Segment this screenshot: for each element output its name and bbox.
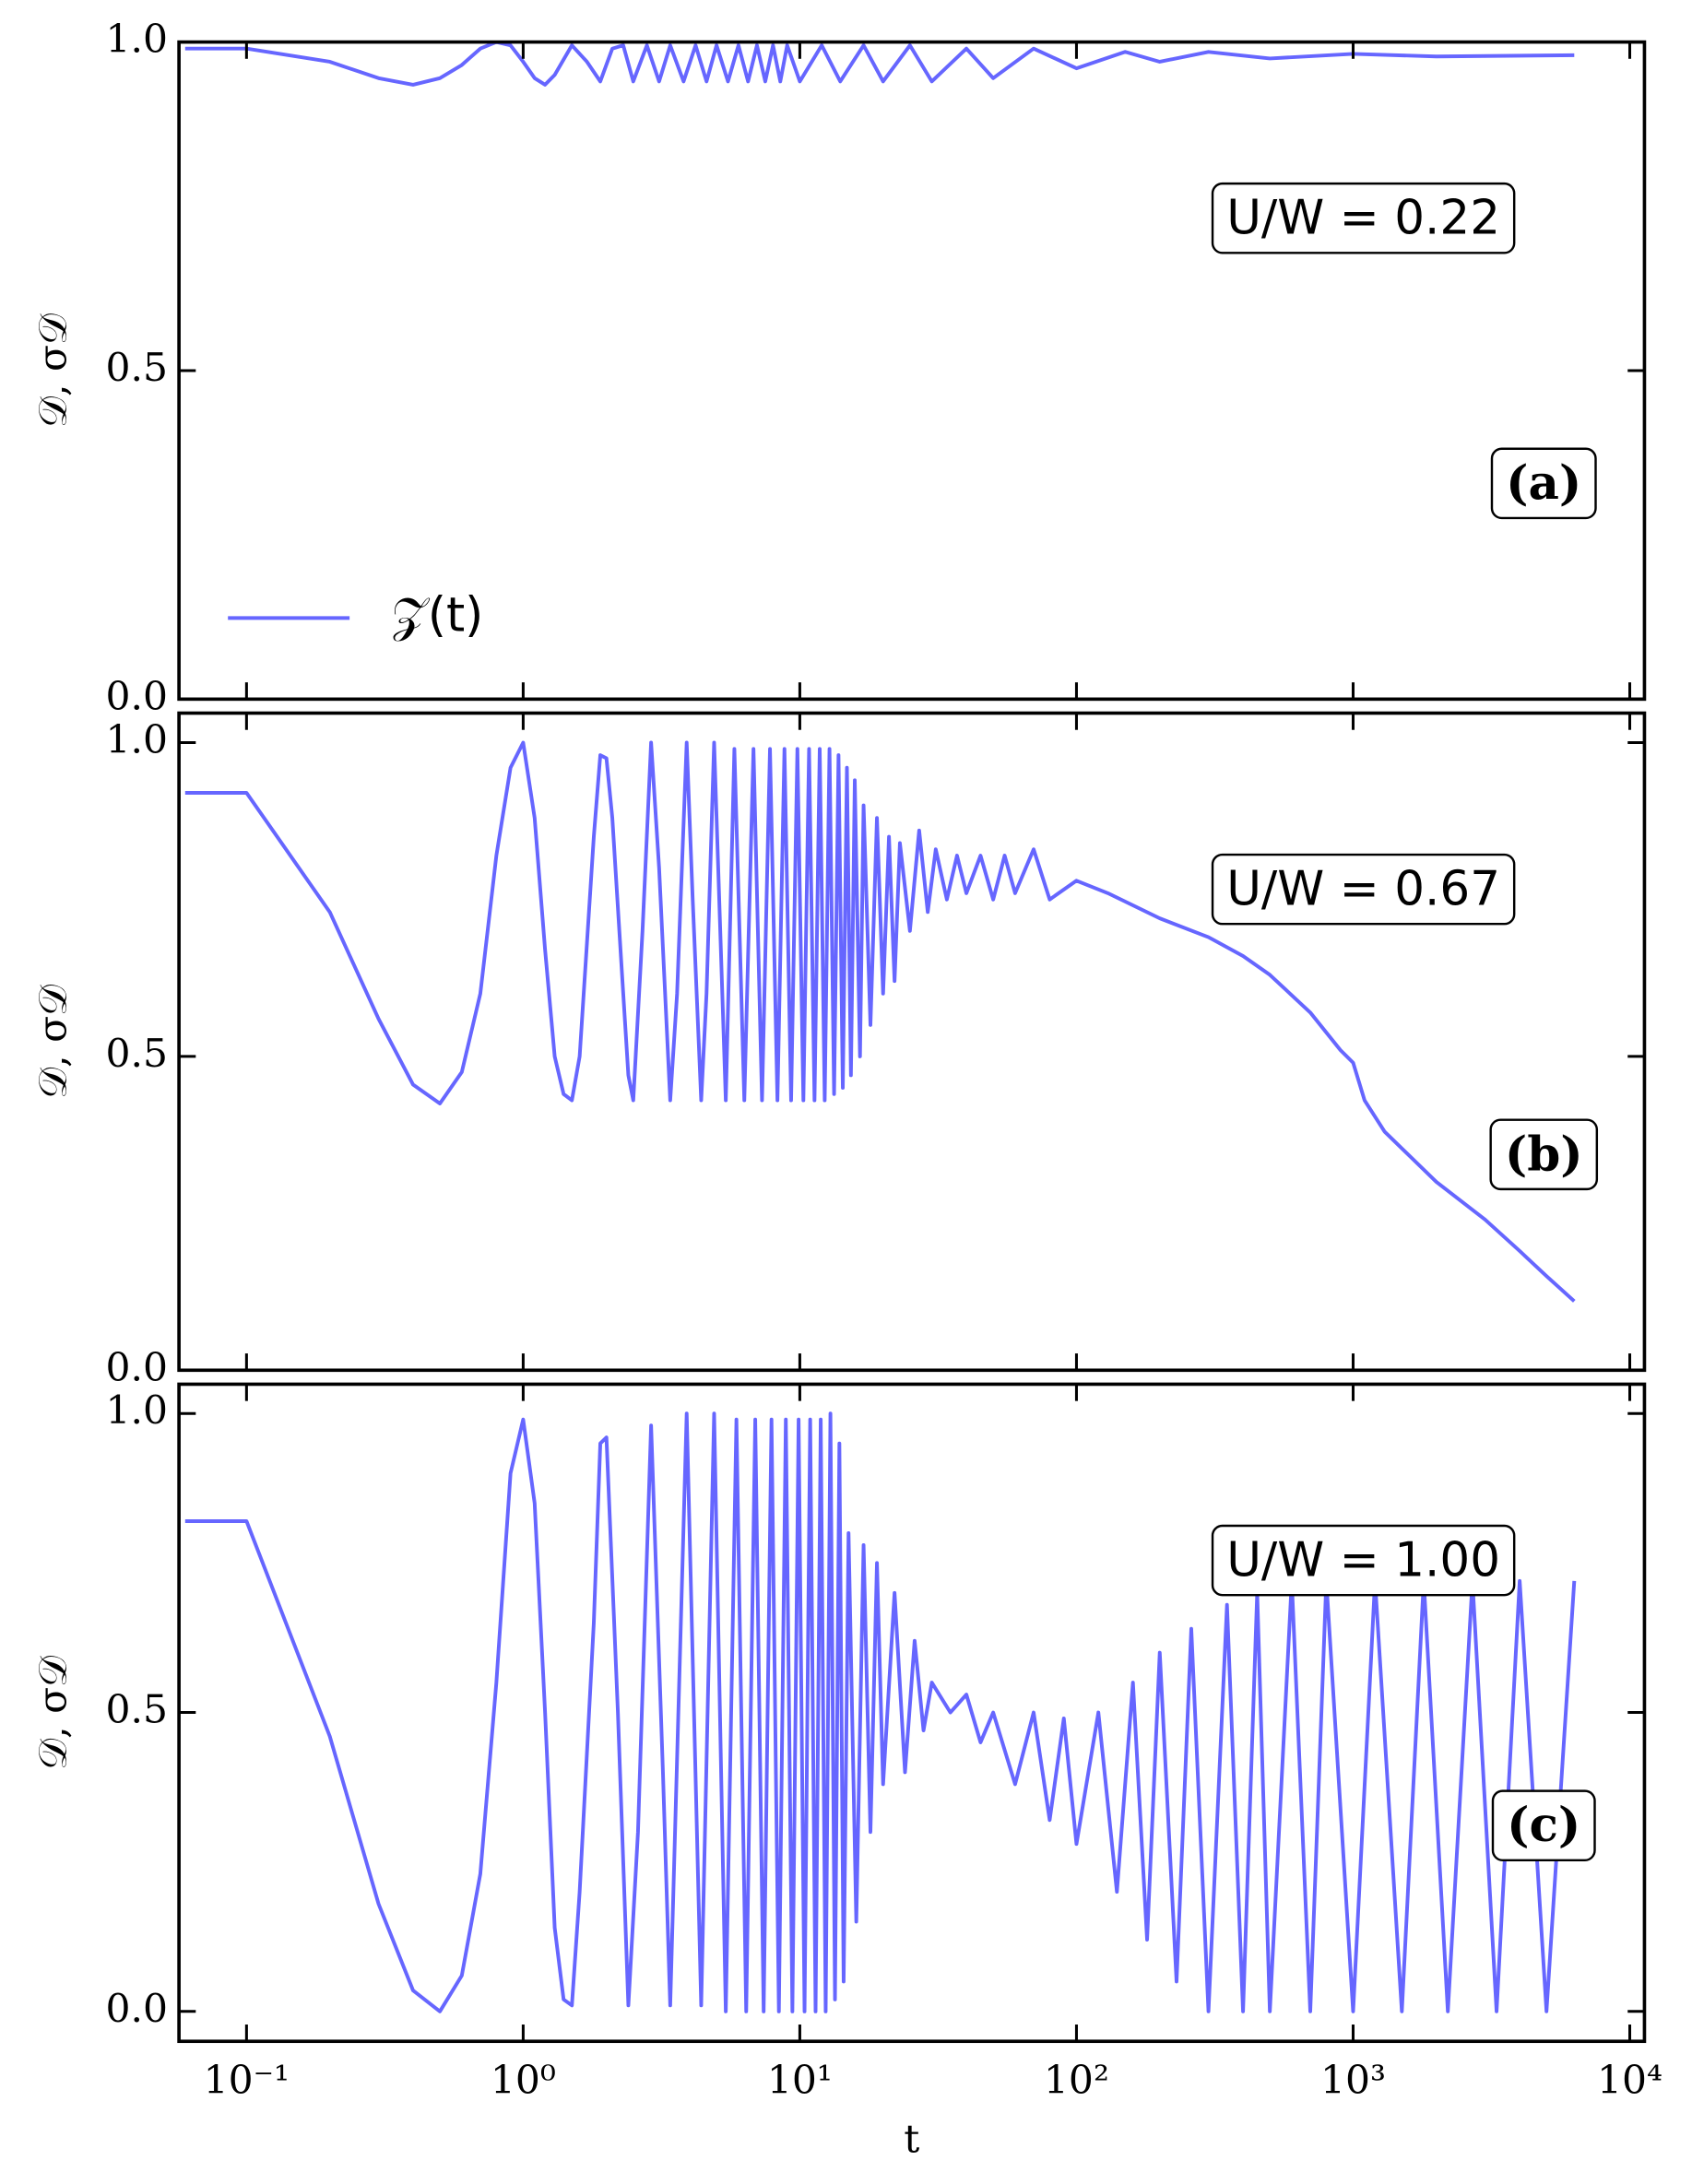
y-tick-label: 0.5 xyxy=(105,346,168,391)
y-tick-label: 1.0 xyxy=(105,1388,168,1434)
x-tick-label: 10¹ xyxy=(767,2059,833,2104)
y-tick-label: 0.5 xyxy=(105,1032,168,1077)
y-tick-label: 1.0 xyxy=(105,718,168,763)
annotation: U/W = 1.00 xyxy=(1226,1533,1500,1588)
y-tick-label: 0.0 xyxy=(105,674,168,719)
y-tick-label: 1.0 xyxy=(105,18,168,63)
annotation-box xyxy=(1211,1524,1516,1597)
data-line xyxy=(184,1411,1577,2013)
y-axis-label: 𝒟, σ𝒟 xyxy=(31,1656,77,1770)
panel: 0.0 0.5 1.0 𝒟, σ𝒟 U/W = 0.22 (a) 𝒵(t) xyxy=(31,18,1647,719)
y-tick-label: 0.0 xyxy=(105,1345,168,1390)
panel-label: (b) xyxy=(1505,1127,1583,1182)
x-tick-label: 10⁻¹ xyxy=(204,2059,290,2104)
y-axis-label: 𝒟, σ𝒟 xyxy=(31,985,77,1099)
plot-frame xyxy=(177,1382,1647,2044)
x-axis-label: t xyxy=(904,2117,919,2162)
x-tick-label: 10³ xyxy=(1320,2059,1386,2104)
x-tick-label: 10⁴ xyxy=(1597,2059,1662,2104)
panel-label: (c) xyxy=(1507,1798,1580,1853)
panel: 0.0 0.5 1.0 10⁻¹ 10⁰ 10¹ 10² 10³ 10⁴ 𝒟, σ𝒟 t U/W = … xyxy=(31,1382,1662,2162)
plot-frame xyxy=(177,711,1647,1373)
annotation-box xyxy=(1491,1789,1596,1862)
annotation-box xyxy=(1489,1118,1599,1191)
legend-label: 𝒵(t) xyxy=(392,587,484,643)
annotation-box xyxy=(1211,853,1516,926)
annotation: U/W = 0.67 xyxy=(1226,862,1500,917)
panel: 0.0 0.5 1.0 𝒟, σ𝒟 U/W = 0.67 (b) xyxy=(31,711,1647,1390)
y-axis-label: 𝒟, σ𝒟 xyxy=(31,313,77,428)
annotation-box xyxy=(1490,447,1597,520)
panel-label: (a) xyxy=(1506,455,1581,511)
x-tick-label: 10² xyxy=(1044,2059,1109,2104)
data-line xyxy=(184,41,1575,87)
y-tick-label: 0.0 xyxy=(105,1987,168,2032)
x-tick-label: 10⁰ xyxy=(491,2059,556,2104)
y-tick-label: 0.5 xyxy=(105,1688,168,1733)
annotation: U/W = 0.22 xyxy=(1226,191,1500,246)
data-line xyxy=(184,740,1576,1303)
annotation-box xyxy=(1211,182,1516,254)
